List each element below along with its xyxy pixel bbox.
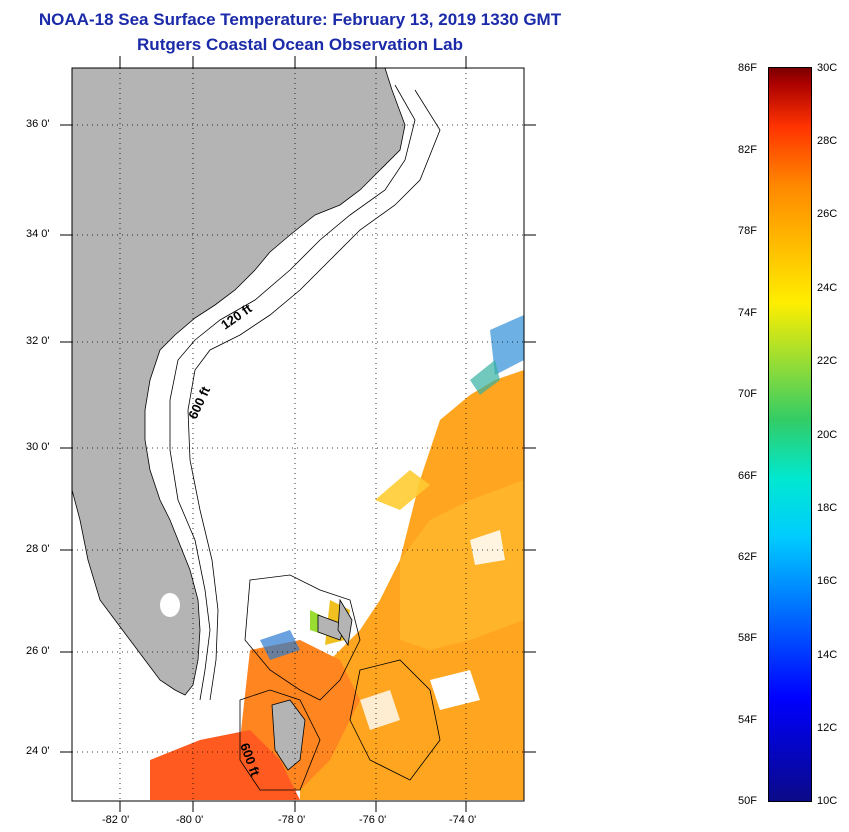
colorbar-f-82: 82F [738,144,757,156]
colorbar-f-74: 74F [738,307,757,319]
colorbar-c-24: 24C [817,282,838,294]
colorbar-f-62: 62F [738,551,757,563]
lon-label-78: -78 0' [278,814,306,826]
colorbar-f-58: 58F [738,632,757,644]
lon-label-80: -80 0' [176,814,204,826]
lat-label-28: 28 0' [26,543,50,555]
colorbar-f-78: 78F [738,225,757,237]
colorbar-c-28: 28C [817,135,838,147]
lon-label-82: -82 0' [102,814,130,826]
lat-label-24: 24 0' [26,745,50,757]
lon-label-76: -76 0' [359,814,387,826]
temperature-colorbar [768,67,812,802]
graticule [72,68,524,801]
map-frame [71,67,525,802]
island-abaco [337,598,353,647]
lat-label-26: 26 0' [26,645,50,657]
sst-data [150,315,524,800]
lake-okeechobee [160,593,180,617]
map-title: NOAA-18 Sea Surface Temperature: Februar… [38,10,562,29]
land-mass [71,67,406,696]
colorbar-c-14: 14C [817,649,838,661]
colorbar-c-10: 10C [817,795,838,807]
bathymetry-contours [169,84,441,791]
lat-label-32: 32 0' [26,335,50,347]
colorbar-f-66: 66F [738,470,757,482]
colorbar-c-22: 22C [817,355,838,367]
axis-ticks [60,56,536,812]
lat-label-34: 34 0' [26,228,50,240]
island-andros [271,699,306,771]
colorbar-c-26: 26C [817,208,838,220]
colorbar-c-16: 16C [817,575,838,587]
colorbar-c-12: 12C [817,722,838,734]
colorbar-f-70: 70F [738,388,757,400]
lon-label-74: -74 0' [449,814,477,826]
lat-label-30: 30 0' [26,441,50,453]
colorbar-c-30: 30C [817,62,838,74]
colorbar-f-50: 50F [738,795,757,807]
colorbar-f-86: 86F [738,62,757,74]
colorbar-f-54: 54F [738,714,757,726]
colorbar-c-20: 20C [817,429,838,441]
map-subtitle: Rutgers Coastal Ocean Observation Lab [137,35,463,54]
lat-label-36: 36 0' [26,118,50,130]
island-grand-bahama [317,614,346,641]
colorbar-c-18: 18C [817,502,838,514]
